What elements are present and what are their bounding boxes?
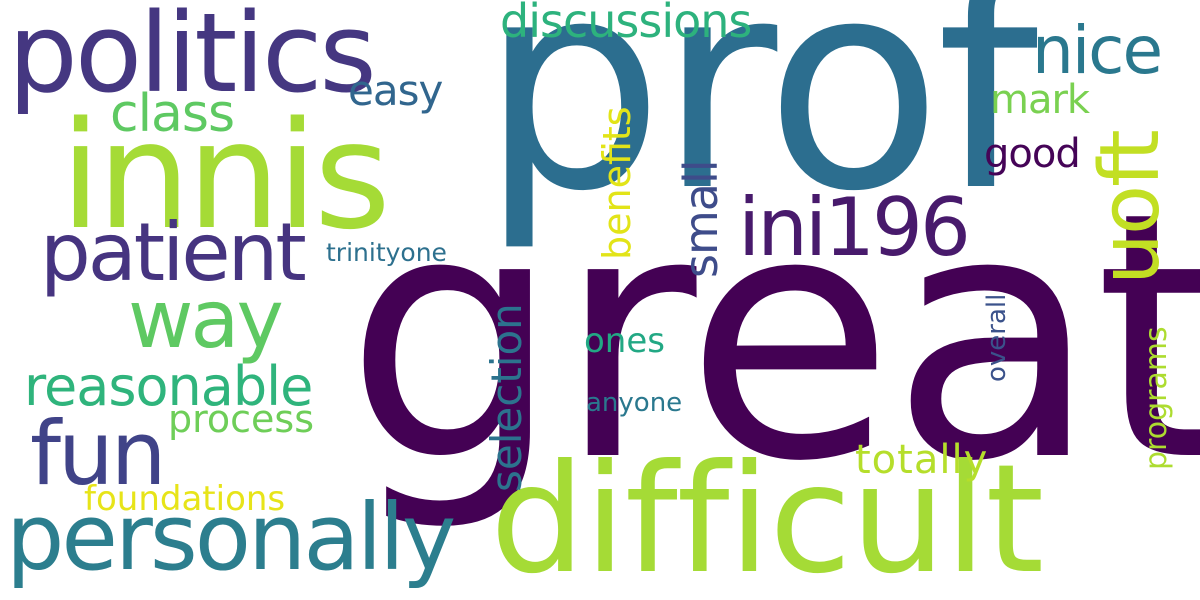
- word-anyone: anyone: [586, 388, 683, 418]
- word-way: way: [128, 273, 284, 366]
- word-innis: innis: [60, 90, 391, 262]
- word-great: great: [345, 140, 1200, 536]
- word-personally: personally: [6, 484, 456, 591]
- word-mark: mark: [990, 77, 1090, 123]
- word-good: good: [984, 131, 1081, 177]
- word-patient: patient: [40, 206, 307, 299]
- word-class: class: [110, 84, 235, 144]
- word-totally: totally: [855, 437, 989, 483]
- word-programs: programs: [1139, 326, 1174, 470]
- word-difficult: difficult: [490, 433, 1044, 600]
- word-discussions: discussions: [500, 0, 752, 48]
- word-small: small: [674, 160, 728, 278]
- word-benefits: benefits: [595, 106, 639, 260]
- word-nice: nice: [1032, 12, 1163, 89]
- word-process: process: [168, 397, 315, 441]
- word-overall: overall: [982, 293, 1012, 382]
- word-politics: politics: [8, 0, 377, 117]
- word-ini196: ini196: [738, 181, 971, 274]
- word-easy: easy: [348, 66, 443, 115]
- word-selection: selection: [482, 303, 531, 492]
- word-uoft: uoft: [1083, 131, 1178, 285]
- word-reasonable: reasonable: [24, 355, 313, 418]
- word-trinityone: trinityone: [326, 238, 447, 267]
- word-fun: fun: [30, 402, 167, 505]
- word-foundations: foundations: [84, 479, 286, 519]
- word-prof: prof: [480, 0, 1038, 255]
- word-ones: ones: [584, 321, 665, 361]
